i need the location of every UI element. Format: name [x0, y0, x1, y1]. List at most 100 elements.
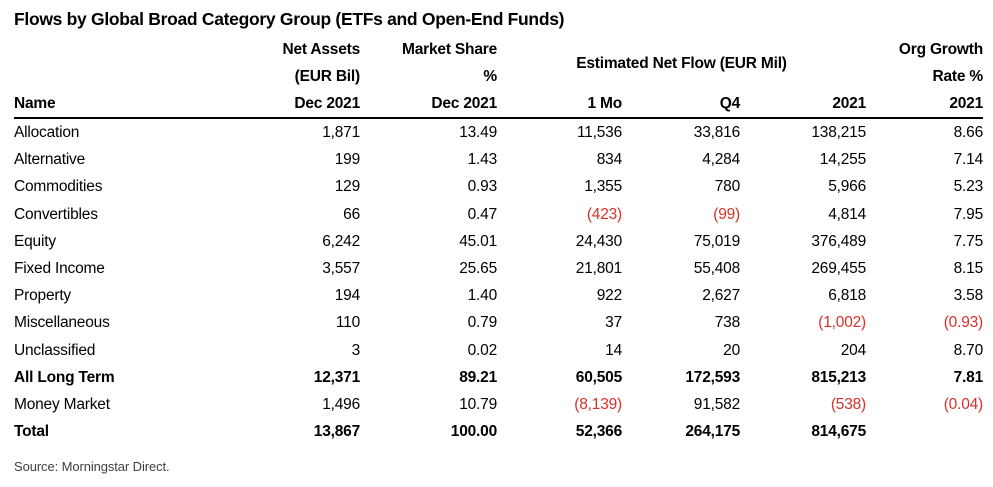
table-cell: 0.02 — [467, 341, 498, 359]
table-cell: 20 — [723, 341, 740, 359]
table-cell: 204 — [840, 341, 866, 359]
table-row: Total 13,867 100.00 52,366 264,175 814,675 — [14, 418, 983, 445]
header-net-assets-line1: Net Assets — [282, 41, 360, 58]
table-cell: 138,215 — [811, 124, 866, 141]
table-cell: (423) — [586, 205, 622, 223]
table-cell: 55,408 — [693, 260, 740, 278]
header-market-share-line1: Market Share — [402, 41, 497, 58]
table-cell: 834 — [596, 151, 622, 169]
header-group-row-1: Net Assets Market Share Estimated Net Fl… — [14, 36, 983, 72]
table-cell: 7.95 — [953, 205, 984, 223]
table-cell: 6,242 — [322, 232, 360, 250]
table-cell: 25.65 — [459, 260, 497, 278]
table-cell: 1,496 — [322, 396, 360, 414]
table-cell: 110 — [335, 314, 360, 332]
table-cell: 194 — [334, 287, 360, 305]
table-cell: 6,818 — [828, 287, 866, 305]
table-cell: 815,213 — [811, 368, 866, 386]
table-cell: 1.43 — [467, 151, 498, 169]
table-cell: 24,430 — [575, 232, 622, 250]
flows-table: Net Assets Market Share Estimated Net Fl… — [14, 36, 983, 445]
table-cell: (538) — [830, 396, 866, 414]
table-cell: 37 — [605, 314, 622, 332]
table-cell: (1,002) — [818, 314, 866, 332]
table-row: Money Market 1,496 10.79 (8,139) 91,582 (538)… — [14, 391, 983, 418]
row-name: Property — [14, 287, 71, 305]
table-cell — [866, 418, 983, 445]
table-cell: 0.47 — [467, 205, 498, 223]
table-cell: 0.93 — [467, 178, 498, 196]
table-cell: (0.93) — [943, 314, 983, 332]
table-cell: 10.79 — [459, 396, 497, 414]
row-name: Equity — [14, 232, 56, 250]
header-group-row-2: (EUR Bil) % Rate % — [14, 63, 984, 90]
table-cell: 2,627 — [702, 287, 740, 305]
table-cell: 264,175 — [685, 423, 740, 441]
table-cell: 5.23 — [953, 178, 984, 196]
table-row: Unclassified 3 0.02 14 20 204 8.70 — [14, 337, 983, 364]
table-cell: 7.75 — [953, 232, 984, 250]
exhibit-title: Flows by Global Broad Category Group (ET… — [14, 9, 565, 29]
table-cell: 7.81 — [953, 368, 984, 386]
table-row: All Long Term 12,371 89.21 60,505 172,593 815… — [14, 364, 983, 391]
row-name: Money Market — [14, 396, 110, 414]
table-cell: 13.49 — [459, 124, 497, 141]
column-header-market-share-date: Dec 2021 — [360, 90, 497, 119]
column-header-q4: Q4 — [622, 90, 740, 119]
header-net-assets-line2: (EUR Bil) — [294, 68, 361, 85]
table-cell: 7.14 — [953, 151, 984, 169]
table-cell: 75,019 — [693, 232, 740, 250]
source-note: Source: Morningstar Direct. — [14, 459, 170, 475]
table-row: Fixed Income 3,557 25.65 21,801 55,408 269,45… — [14, 255, 983, 282]
table-cell: 12,371 — [313, 368, 360, 386]
table-cell: (8,139) — [574, 396, 622, 414]
table-cell: 3 — [351, 341, 361, 359]
table-cell: 4,814 — [828, 205, 866, 223]
row-name: Convertibles — [14, 205, 98, 223]
table-cell: 11,536 — [576, 124, 622, 141]
row-name: Unclassified — [14, 341, 96, 359]
table-cell: 0.79 — [467, 314, 498, 332]
table-cell: 66 — [343, 205, 360, 223]
table-cell: 8.15 — [953, 260, 984, 278]
table-cell: 89.21 — [459, 368, 497, 386]
table-cell: 3,557 — [322, 260, 360, 278]
table-cell: 60,505 — [575, 368, 622, 386]
table-cell: 172,593 — [685, 368, 740, 386]
table-cell: 45.01 — [459, 232, 497, 250]
table-cell: 780 — [714, 178, 740, 196]
column-header-net-assets-date: Dec 2021 — [214, 90, 360, 119]
table-cell: 269,455 — [811, 260, 866, 278]
table-cell: 1,871 — [322, 124, 360, 141]
column-header-2021-org: 2021 — [866, 90, 983, 119]
row-name: Total — [14, 423, 49, 441]
row-name: Fixed Income — [14, 260, 105, 278]
table-cell: 3.58 — [953, 287, 984, 305]
table-cell: 13,867 — [313, 423, 360, 441]
header-market-share-line2: % — [483, 68, 497, 85]
table-cell: 21,801 — [575, 260, 622, 278]
row-name: Alternative — [14, 151, 86, 169]
table-cell: 814,675 — [811, 423, 866, 441]
table-cell: 8.70 — [953, 341, 984, 359]
table-cell: 738 — [714, 314, 740, 332]
row-name: All Long Term — [14, 368, 115, 386]
table-cell: 129 — [334, 178, 360, 196]
table-cell: 376,489 — [811, 232, 866, 250]
table-row: Commodities 129 0.93 1,355 780 5,966 5.23 — [14, 173, 983, 200]
table-cell: 14,255 — [819, 151, 866, 169]
table-row: Convertibles 66 0.47 (423) (99) 4,814 7.95 — [14, 201, 983, 228]
table-cell: 199 — [334, 151, 360, 169]
header-flow-group: Estimated Net Flow (EUR Mil) — [576, 54, 787, 72]
table-cell: 52,366 — [575, 423, 622, 441]
header-org-growth-line1: Org Growth — [898, 41, 983, 58]
row-name: Allocation — [14, 124, 80, 141]
table-cell: (99) — [713, 205, 740, 223]
header-spacer — [14, 63, 214, 90]
table-cell: 4,284 — [702, 151, 740, 169]
table-row: Equity 6,242 45.01 24,430 75,019 376,489 7.75 — [14, 228, 983, 255]
column-header-2021-flow: 2021 — [740, 90, 866, 119]
header-org-growth-line2: Rate % — [932, 68, 984, 85]
table-cell: 1,355 — [584, 178, 622, 196]
